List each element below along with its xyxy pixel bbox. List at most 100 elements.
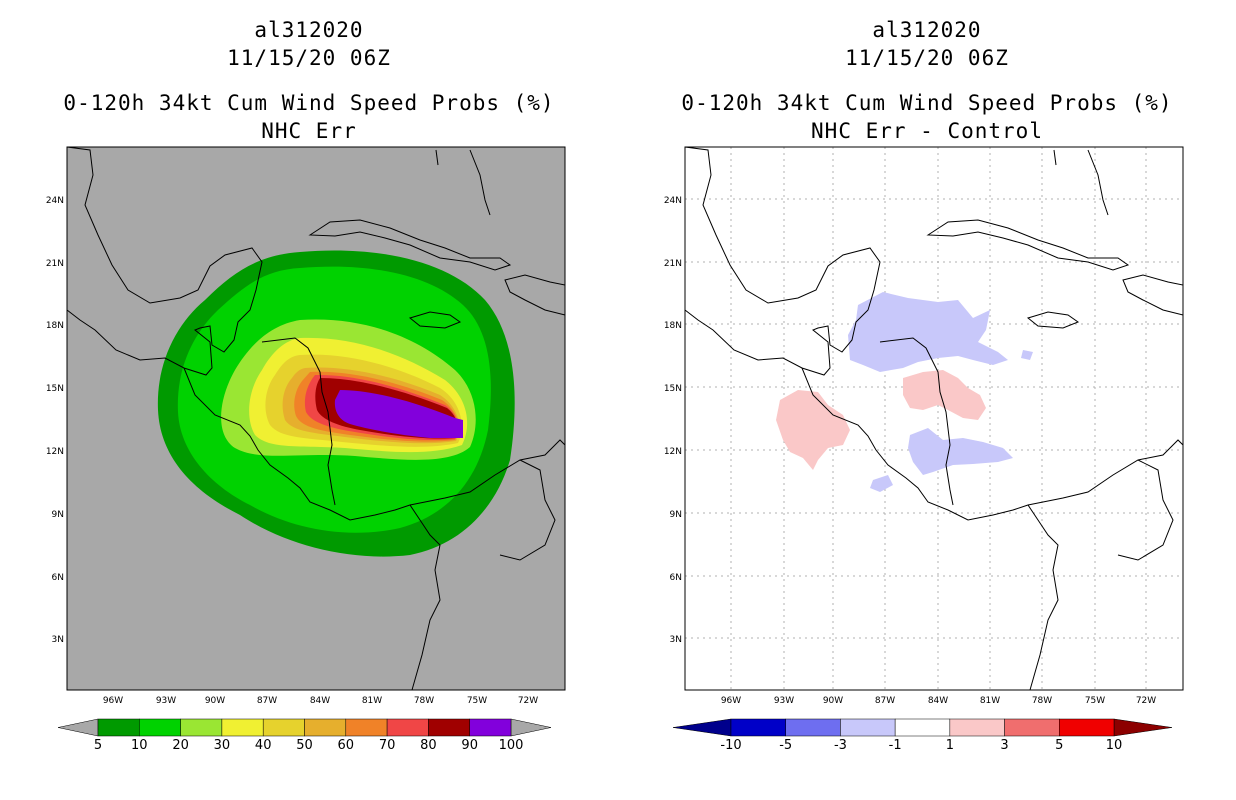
lat-axis-labels: 24N 21N 18N 15N 12N 9N 6N 3N — [664, 196, 682, 645]
lon-axis-labels: 96W 93W 90W 87W 84W 81W 78W 75W 72W — [103, 696, 538, 706]
colorbar-swatch — [894, 718, 951, 737]
colorbar-label: 70 — [379, 738, 396, 753]
lat-label: 6N — [52, 573, 64, 583]
negative-diff-area — [870, 475, 893, 492]
colorbar-label: 10 — [131, 738, 148, 753]
lat-label: 12N — [46, 447, 64, 457]
lat-label: 9N — [52, 510, 64, 520]
datetime-title: 11/15/20 06Z — [227, 46, 391, 70]
lon-label: 87W — [875, 696, 895, 706]
positive-diff-area — [903, 370, 986, 420]
lon-label: 84W — [310, 696, 330, 706]
lat-label: 12N — [664, 447, 682, 457]
lat-label: 9N — [670, 510, 682, 520]
colorbar-swatch — [304, 718, 347, 737]
colorbar-swatch — [97, 718, 140, 737]
lat-axis-labels: 24N 21N 18N 15N 12N 9N 6N 3N — [46, 196, 64, 645]
lat-label: 3N — [52, 635, 64, 645]
lat-label: 18N — [46, 321, 64, 331]
lon-label: 81W — [980, 696, 1000, 706]
product-title: 0-120h 34kt Cum Wind Speed Probs (%) — [681, 91, 1173, 115]
colorbar: -10 -5 -3 -1 1 3 5 10 — [672, 718, 1173, 753]
colorbar-swatch — [840, 718, 896, 737]
negative-diff-area — [848, 292, 1008, 372]
colorbar-label: 3 — [1000, 738, 1008, 753]
lon-label: 96W — [721, 696, 741, 706]
lon-label: 96W — [103, 696, 123, 706]
difference-field — [776, 292, 1033, 492]
map-frame — [66, 146, 566, 691]
lon-label: 81W — [362, 696, 382, 706]
lon-label: 78W — [414, 696, 434, 706]
lon-label: 90W — [823, 696, 843, 706]
colorbar-swatch — [785, 718, 841, 737]
lat-label: 24N — [664, 196, 682, 206]
lon-label: 93W — [156, 696, 176, 706]
colorbar-swatch — [345, 718, 388, 737]
colorbar-swatch — [139, 718, 181, 737]
lat-label: 3N — [670, 635, 682, 645]
colorbar-right-arrow — [1113, 718, 1173, 737]
prob-90-contour — [334, 390, 463, 438]
subtitle: NHC Err - Control — [811, 119, 1043, 143]
colorbar-label: -10 — [720, 738, 741, 753]
coastlines — [684, 146, 1184, 691]
colorbar-label: 40 — [255, 738, 272, 753]
negative-diff-area — [908, 428, 1013, 475]
colorbar-label: 30 — [214, 738, 231, 753]
lat-label: 15N — [664, 384, 682, 394]
colorbar-swatch — [730, 718, 786, 737]
lat-label: 24N — [46, 196, 64, 206]
lat-label: 21N — [664, 259, 682, 269]
colorbar-label: 10 — [1106, 738, 1123, 753]
coastlines — [66, 146, 566, 691]
lon-axis-labels: 96W 93W 90W 87W 84W 81W 78W 75W 72W — [721, 696, 1156, 706]
colorbar-label: 100 — [499, 738, 524, 753]
probability-map: 24N 21N 18N 15N 12N 9N 6N 3N 96W 93W 90W… — [46, 146, 566, 753]
lat-label: 18N — [664, 321, 682, 331]
colorbar-label: 80 — [420, 738, 437, 753]
left-panel: al312020 11/15/20 06Z 0-120h 34kt Cum Wi… — [46, 18, 566, 753]
map-frame — [684, 146, 1184, 691]
lat-label: 21N — [46, 259, 64, 269]
lon-label: 72W — [518, 696, 538, 706]
storm-id-title: al312020 — [254, 18, 364, 42]
colorbar: 5 10 20 30 40 50 60 70 80 90 100 — [57, 718, 552, 753]
storm-id-title: al312020 — [872, 18, 982, 42]
lon-label: 75W — [467, 696, 487, 706]
colorbar-swatch — [1059, 718, 1115, 737]
colorbar-swatch — [180, 718, 223, 737]
colorbar-label: 20 — [172, 738, 189, 753]
colorbar-swatch — [386, 718, 429, 737]
colorbar-label: -5 — [779, 738, 792, 753]
colorbar-left-arrow — [57, 718, 99, 737]
lon-label: 72W — [1136, 696, 1156, 706]
lon-label: 90W — [205, 696, 225, 706]
lon-label: 75W — [1085, 696, 1105, 706]
colorbar-label: 90 — [461, 738, 478, 753]
datetime-title: 11/15/20 06Z — [845, 46, 1009, 70]
colorbar-swatch — [949, 718, 1005, 737]
map-background — [685, 147, 1183, 690]
lon-label: 93W — [774, 696, 794, 706]
product-title: 0-120h 34kt Cum Wind Speed Probs (%) — [63, 91, 555, 115]
lon-label: 87W — [257, 696, 277, 706]
probability-field — [157, 250, 515, 557]
colorbar-label: -3 — [834, 738, 847, 753]
subtitle: NHC Err — [261, 119, 357, 143]
colorbar-label: 5 — [1055, 738, 1063, 753]
lat-label: 15N — [46, 384, 64, 394]
colorbar-swatch — [1004, 718, 1060, 737]
lon-label: 78W — [1032, 696, 1052, 706]
colorbar-swatch — [469, 718, 512, 737]
colorbar-swatch — [428, 718, 470, 737]
colorbar-label: 5 — [94, 738, 102, 753]
difference-map: 24N 21N 18N 15N 12N 9N 6N 3N 96W 93W 90W… — [664, 146, 1184, 753]
colorbar-label: 50 — [296, 738, 313, 753]
colorbar-swatch — [221, 718, 264, 737]
positive-diff-area — [776, 390, 850, 470]
colorbar-label: -1 — [889, 738, 902, 753]
colorbar-swatch — [262, 718, 305, 737]
colorbar-label: 1 — [946, 738, 954, 753]
right-panel: al312020 11/15/20 06Z 0-120h 34kt Cum Wi… — [618, 0, 1236, 800]
